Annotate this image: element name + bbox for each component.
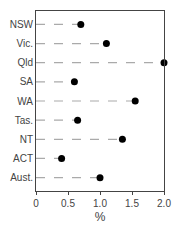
svg-text:NT: NT [20, 134, 33, 145]
svg-text:WA: WA [17, 96, 33, 107]
svg-text:1.5: 1.5 [125, 198, 139, 209]
svg-text:%: % [95, 210, 106, 224]
svg-text:Qld: Qld [17, 57, 33, 68]
svg-text:SA: SA [20, 76, 34, 87]
svg-text:1.0: 1.0 [93, 198, 107, 209]
svg-text:0: 0 [33, 198, 39, 209]
svg-text:Vic.: Vic. [17, 38, 34, 49]
svg-text:0.5: 0.5 [61, 198, 75, 209]
svg-text:Aust.: Aust. [10, 172, 33, 183]
svg-text:Tas.: Tas. [15, 115, 33, 126]
svg-text:ACT: ACT [13, 153, 33, 164]
svg-text:2.0: 2.0 [157, 198, 171, 209]
svg-text:NSW: NSW [10, 19, 34, 30]
